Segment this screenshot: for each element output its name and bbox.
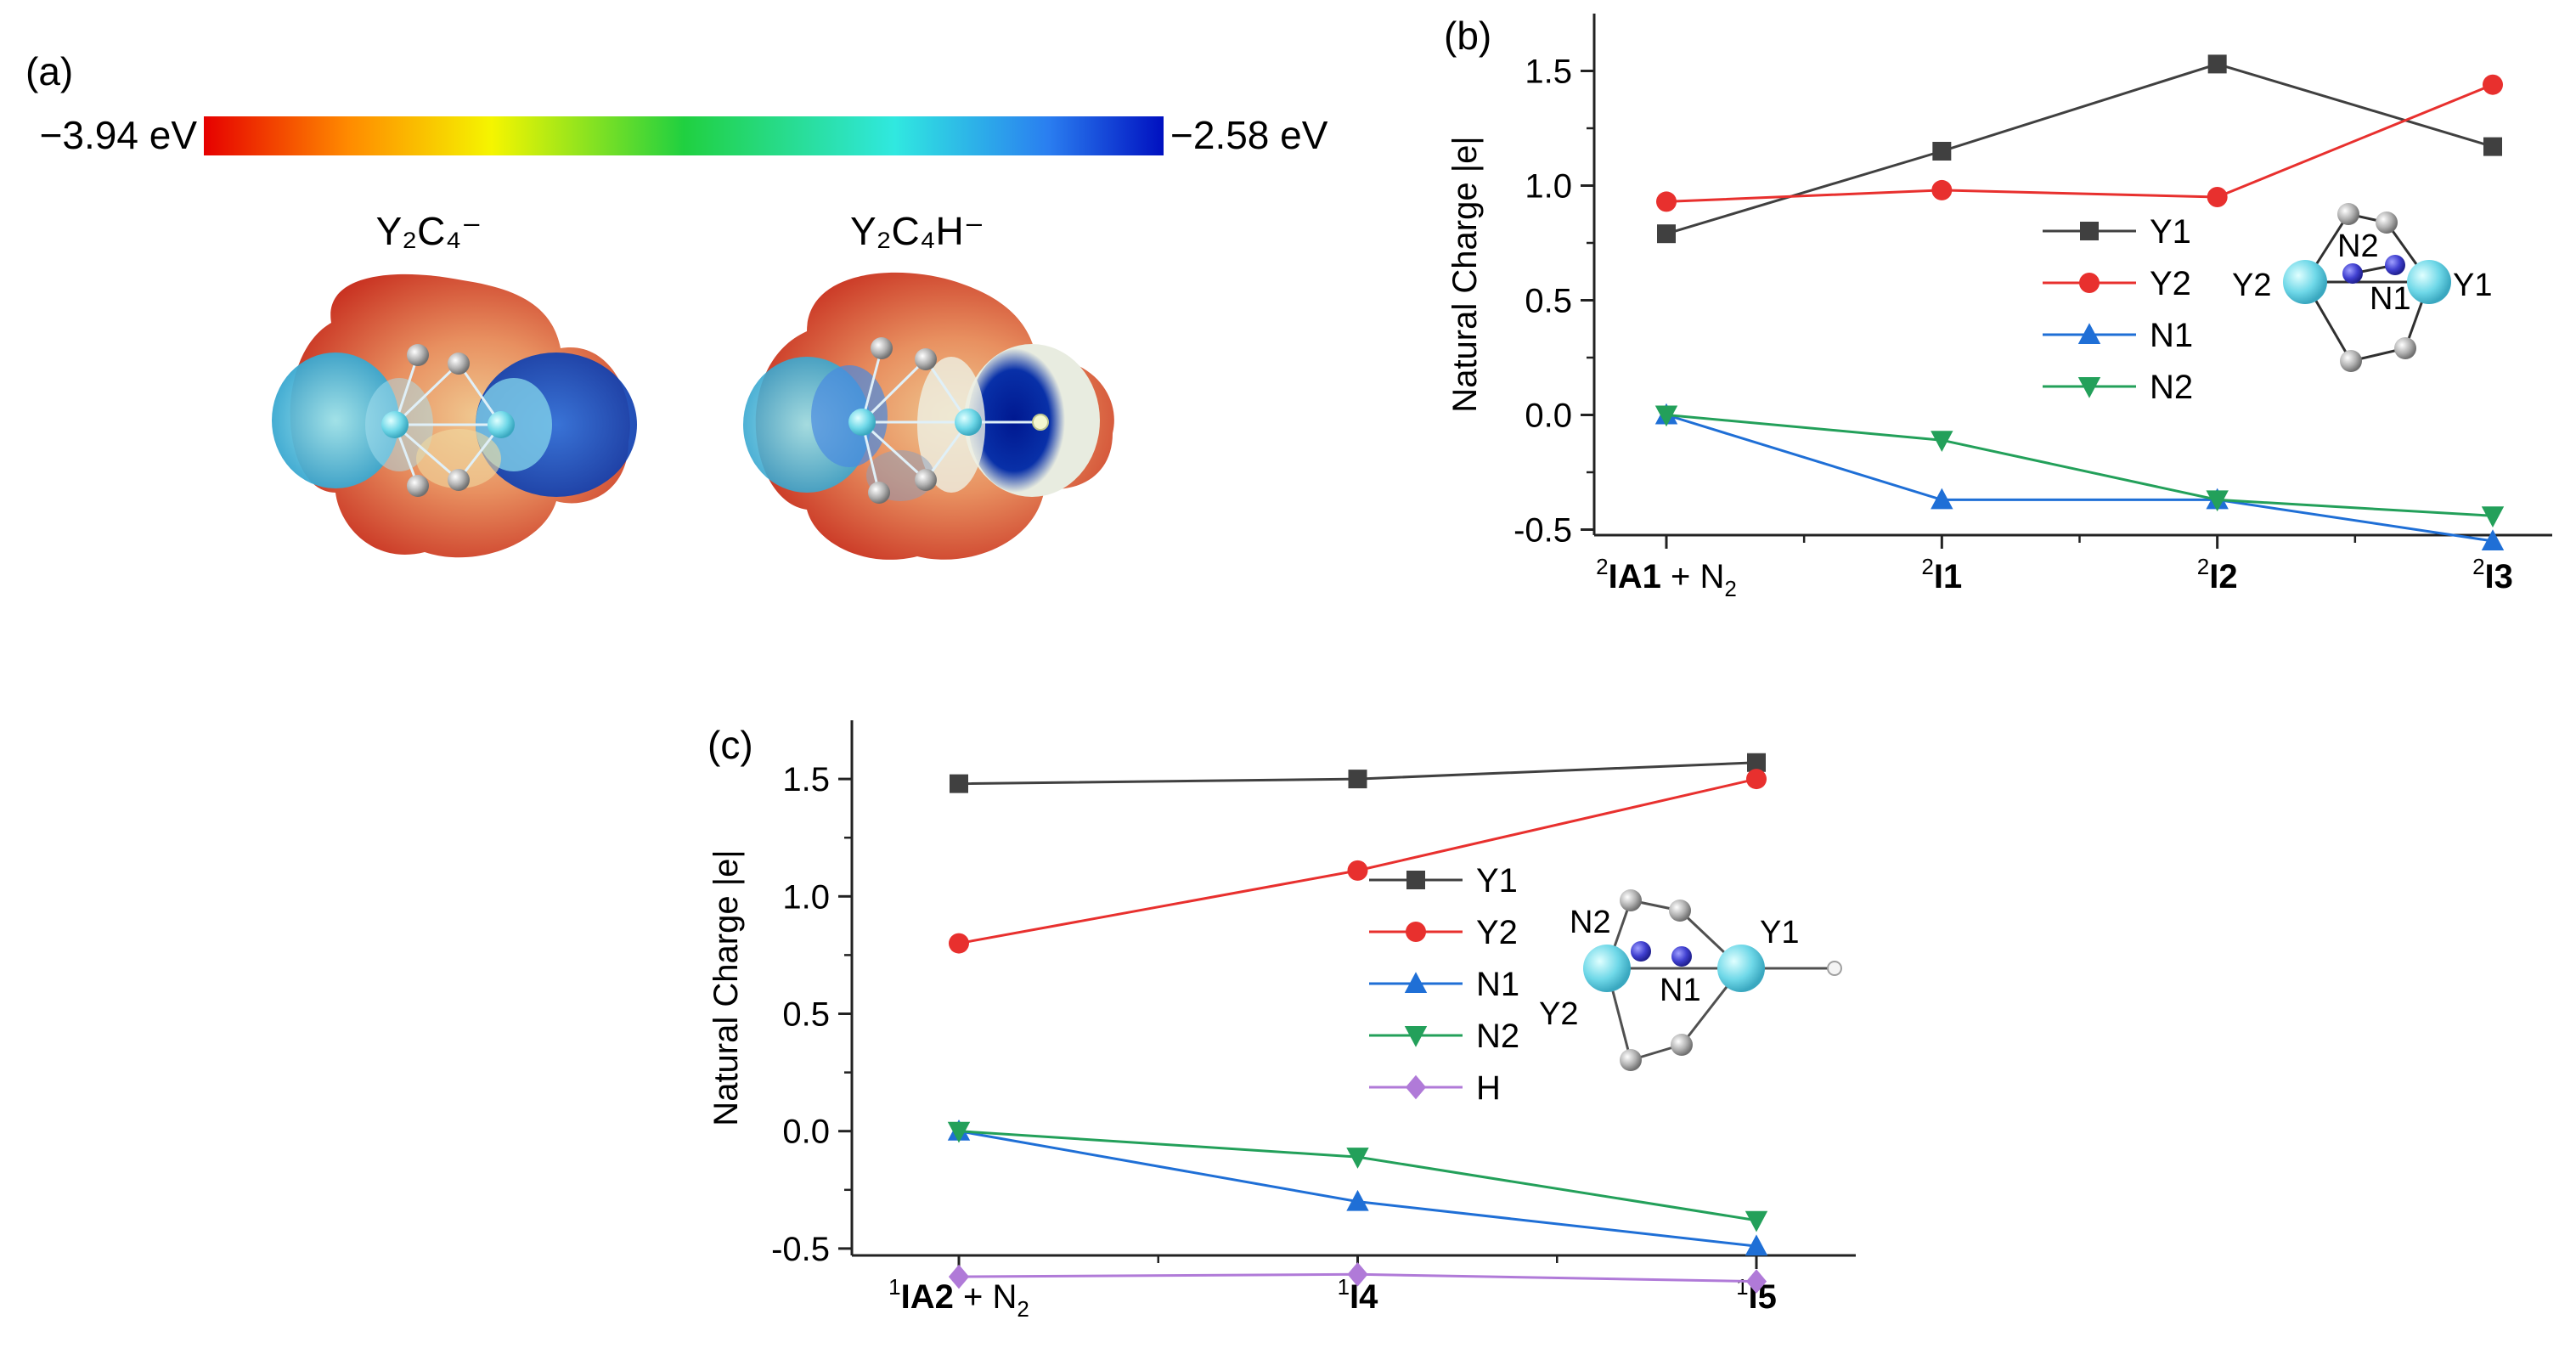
data-point-n1 bbox=[2481, 529, 2505, 550]
data-point-n1 bbox=[1346, 1189, 1369, 1211]
inset-b-label-n1: N1 bbox=[2370, 281, 2411, 317]
data-point-n2 bbox=[1654, 405, 1678, 427]
data-point-y1 bbox=[2483, 137, 2502, 156]
panel-label: (c) bbox=[707, 723, 753, 767]
y-tick-label: 0.5 bbox=[782, 996, 830, 1034]
legend-label-y1: Y1 bbox=[2150, 213, 2191, 251]
legend-label-y1: Y1 bbox=[1476, 862, 1518, 900]
y-tick-label: -0.5 bbox=[771, 1231, 830, 1268]
data-point-y1 bbox=[2207, 54, 2227, 74]
data-point-y1 bbox=[1657, 224, 1676, 244]
legend-marker-y2 bbox=[1406, 922, 1426, 942]
data-point-n2 bbox=[2206, 490, 2229, 512]
y-tick-label: 1.5 bbox=[782, 761, 830, 798]
data-point-y2 bbox=[1746, 769, 1767, 790]
x-tick-label: 2I2 bbox=[2197, 554, 2238, 595]
y-axis-label: Natural Charge |e| bbox=[707, 849, 745, 1125]
legend-label-y2: Y2 bbox=[2150, 265, 2191, 302]
data-point-y1 bbox=[950, 774, 968, 793]
legend-label-n1: N1 bbox=[1476, 966, 1519, 1003]
molecule-left-title: Y₂C₄⁻ bbox=[376, 209, 482, 253]
legend-marker-y1 bbox=[1406, 871, 1425, 889]
y-tick-label: 1.5 bbox=[1525, 54, 1572, 91]
data-point-n2 bbox=[1346, 1148, 1369, 1169]
data-point-y2 bbox=[1656, 191, 1677, 212]
inset-c-label-n2: N2 bbox=[1570, 905, 1611, 940]
data-point-h bbox=[948, 1264, 970, 1289]
esp-surface-left bbox=[272, 274, 637, 558]
data-point-y1 bbox=[1932, 142, 1952, 161]
scale-max-label: −2.58 eV bbox=[1170, 113, 1328, 157]
inset-b-label-y1: Y1 bbox=[2453, 268, 2492, 303]
inset-c-label-n1: N1 bbox=[1660, 973, 1701, 1008]
inset-c-label-y1: Y1 bbox=[1760, 915, 1799, 950]
data-point-y1 bbox=[1348, 770, 1367, 789]
x-tick-label: 2I3 bbox=[2472, 554, 2513, 595]
esp-surface-right bbox=[743, 272, 1114, 560]
esp-color-scale bbox=[204, 116, 1164, 155]
series-line-n2 bbox=[1666, 414, 2494, 517]
data-point-h bbox=[1745, 1269, 1767, 1294]
legend-label-y2: Y2 bbox=[1476, 914, 1518, 951]
series-line-y1 bbox=[1666, 62, 2494, 235]
y-tick-label: -0.5 bbox=[1513, 512, 1572, 550]
legend-marker-n2 bbox=[2077, 377, 2101, 398]
data-point-n1 bbox=[1745, 1234, 1768, 1256]
inset-b-label-n2: N2 bbox=[2337, 228, 2379, 264]
legend-label-n1: N1 bbox=[2150, 317, 2193, 354]
y-tick-label: 0.0 bbox=[1525, 398, 1572, 435]
data-point-n2 bbox=[947, 1121, 971, 1143]
legend-marker-n1 bbox=[2077, 323, 2101, 344]
data-point-n2 bbox=[1745, 1210, 1768, 1232]
data-point-y2 bbox=[1347, 860, 1368, 881]
panel-a: (a) −3.94 eV −2.58 eV Y₂C₄⁻ Y₂C₄H⁻ bbox=[25, 49, 1328, 560]
legend-marker-y1 bbox=[2080, 222, 2099, 240]
x-tick-label: 1IA2 + N2 bbox=[888, 1274, 1029, 1322]
legend-label-h: H bbox=[1476, 1069, 1501, 1107]
data-point-y2 bbox=[949, 933, 969, 954]
data-point-n1 bbox=[1931, 488, 1953, 510]
series-line-n1 bbox=[1666, 414, 2494, 543]
legend-marker-y2 bbox=[2079, 273, 2100, 293]
scale-min-label: −3.94 eV bbox=[40, 113, 198, 157]
chart-c: (c) -0.5 0.0 0.5 1.0 1.5 Natural Charge |e| 1IA… bbox=[707, 720, 1856, 1322]
data-point-y2 bbox=[2483, 74, 2503, 95]
data-point-n2 bbox=[1931, 431, 1953, 452]
legend-marker-n2 bbox=[1404, 1026, 1428, 1047]
y-tick-label: 0.0 bbox=[782, 1114, 830, 1151]
inset-c-label-y2: Y2 bbox=[1539, 996, 1578, 1032]
y-axis-label: Natural Charge |e| bbox=[1446, 136, 1484, 412]
data-point-y1 bbox=[1747, 753, 1766, 772]
data-point-h bbox=[1347, 1262, 1368, 1287]
x-tick-label: 1I4 bbox=[1338, 1274, 1379, 1316]
molecule-right-title: Y₂C₄H⁻ bbox=[850, 209, 984, 253]
panel-label: (b) bbox=[1444, 14, 1491, 58]
data-point-n2 bbox=[2481, 506, 2505, 528]
legend-marker-h bbox=[1405, 1074, 1427, 1100]
chart-b: (b) -0.5 0.0 0.5 1.0 1.5 Natural Charge |e| 2IA… bbox=[1444, 14, 2552, 601]
data-point-y2 bbox=[2207, 187, 2228, 207]
inset-b-label-y2: Y2 bbox=[2232, 268, 2271, 303]
panel-a-label: (a) bbox=[25, 49, 73, 93]
inset-b-structure: Y2 N2 N1 Y1 bbox=[2232, 203, 2492, 372]
y-tick-label: 1.0 bbox=[782, 878, 830, 916]
legend-label-n2: N2 bbox=[1476, 1018, 1519, 1055]
x-tick-label: 2I1 bbox=[1921, 554, 1962, 595]
y-tick-label: 1.0 bbox=[1525, 168, 1572, 206]
data-point-y2 bbox=[1931, 179, 1953, 200]
inset-c-structure: N2 Y1 N1 Y2 bbox=[1539, 889, 1842, 1071]
series-line-y2 bbox=[1666, 83, 2494, 203]
legend-label-n2: N2 bbox=[2150, 369, 2193, 406]
x-tick-label: 2IA1 + N2 bbox=[1596, 554, 1737, 601]
y-tick-label: 0.5 bbox=[1525, 283, 1572, 320]
legend-marker-n1 bbox=[1404, 972, 1428, 993]
